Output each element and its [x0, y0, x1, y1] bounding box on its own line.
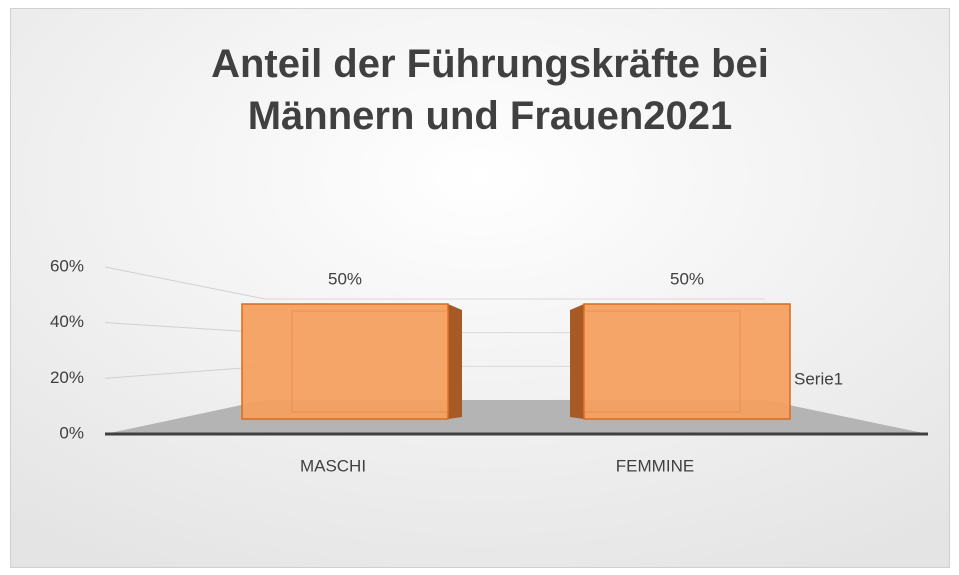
bar — [241, 303, 449, 420]
bar-side — [570, 304, 584, 419]
y-tick-label: 0% — [59, 423, 84, 442]
y-tick-label: 60% — [50, 256, 84, 275]
y-tick-label: 20% — [50, 368, 84, 387]
grid-line — [104, 365, 266, 379]
bar-inner-edge — [291, 310, 449, 413]
grid-line — [104, 266, 266, 300]
chart-area — [10, 8, 950, 568]
bar — [583, 303, 791, 420]
y-tick-label: 40% — [50, 312, 84, 331]
series-label: Serie1 — [794, 369, 843, 388]
bar-inner-edge — [583, 310, 741, 413]
x-tick-label: MASCHI — [300, 456, 366, 475]
bar-side — [448, 304, 462, 419]
grid-line — [104, 322, 266, 334]
chart-title: Anteil der Führungskräfte bei Männern un… — [211, 42, 769, 138]
x-tick-label: FEMMINE — [616, 456, 694, 475]
value-label: 50% — [328, 269, 362, 288]
value-label: 50% — [670, 269, 704, 288]
